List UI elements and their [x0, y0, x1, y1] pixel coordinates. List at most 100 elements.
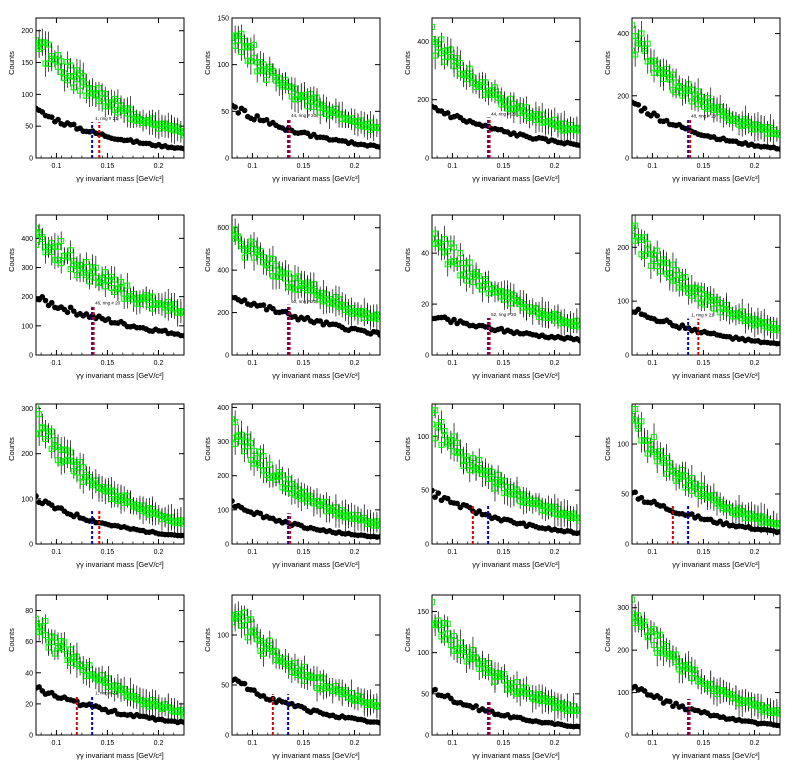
green-marker	[536, 501, 543, 508]
green-marker	[117, 285, 125, 292]
green-marker	[558, 126, 565, 133]
green-marker	[61, 458, 68, 465]
green-marker	[654, 263, 661, 270]
green-marker	[635, 422, 642, 429]
green-marker	[466, 73, 473, 80]
green-marker	[266, 474, 273, 481]
green-marker	[758, 319, 765, 326]
green-marker	[638, 251, 645, 258]
black-marker	[635, 306, 642, 313]
green-marker	[776, 709, 780, 716]
green-marker	[232, 232, 239, 239]
green-marker	[444, 53, 451, 60]
green-marker	[133, 117, 140, 124]
green-marker	[450, 433, 458, 440]
green-marker	[295, 273, 302, 280]
y-axis-label: Counts	[203, 628, 212, 652]
green-marker	[441, 48, 448, 55]
green-marker	[669, 468, 676, 475]
green-marker	[707, 103, 714, 110]
green-marker	[336, 512, 343, 519]
green-marker	[288, 284, 295, 291]
green-marker	[298, 495, 305, 502]
y-axis-label: Counts	[7, 248, 16, 272]
green-marker	[523, 690, 530, 697]
green-marker	[432, 240, 439, 247]
green-marker	[491, 485, 499, 492]
green-marker	[36, 623, 43, 630]
green-marker	[114, 285, 121, 292]
green-marker	[717, 309, 724, 316]
green-marker	[92, 274, 99, 281]
black-marker	[454, 500, 460, 507]
x-axis-label: γγ invariant mass [GeV/c²]	[76, 751, 164, 760]
green-marker	[102, 269, 109, 276]
black-marker	[448, 695, 454, 702]
black-marker	[476, 508, 483, 514]
green-marker	[320, 298, 327, 305]
black-marker	[689, 511, 695, 517]
x-axis-label: γγ invariant mass [GeV/c²]	[472, 560, 560, 569]
green-marker	[488, 475, 495, 482]
plot-frame	[231, 17, 381, 159]
green-marker	[351, 515, 358, 522]
x-tick-label: 0.1	[248, 740, 258, 747]
green-marker	[232, 419, 239, 426]
y-tick-label: 300	[21, 265, 33, 272]
black-marker	[42, 297, 49, 304]
subplot-12: 0.1 0.15 0.2 0 50 100 γγ invariant mass [GeV/c…	[603, 403, 781, 569]
green-marker	[168, 126, 175, 133]
green-marker	[732, 694, 739, 701]
data-layer	[36, 221, 184, 355]
green-marker	[567, 706, 574, 713]
green-marker	[548, 698, 555, 705]
green-marker	[644, 58, 651, 65]
green-marker	[707, 297, 714, 304]
green-marker	[713, 300, 721, 307]
green-marker	[673, 659, 680, 666]
green-marker	[83, 673, 90, 680]
green-marker	[495, 94, 502, 101]
green-marker	[348, 696, 355, 703]
green-marker	[632, 417, 639, 424]
green-marker	[336, 303, 343, 310]
green-marker	[345, 116, 352, 123]
green-marker	[171, 127, 178, 134]
green-marker	[691, 484, 699, 491]
green-marker	[454, 260, 461, 267]
green-marker	[466, 653, 473, 660]
green-marker	[295, 671, 302, 679]
green-marker	[263, 261, 270, 268]
black-marker	[241, 680, 248, 687]
black-marker	[251, 116, 257, 123]
annotation-label: 44, ring # 20	[291, 113, 317, 118]
green-marker	[454, 449, 461, 456]
green-marker	[770, 519, 777, 527]
green-marker	[266, 264, 273, 272]
green-marker	[751, 701, 758, 709]
green-marker	[89, 268, 96, 275]
green-marker	[685, 481, 692, 488]
y-axis-label: Counts	[7, 51, 16, 75]
y-tick-label: 100	[617, 690, 629, 697]
green-marker	[567, 125, 574, 133]
green-marker	[663, 470, 670, 477]
y-tick-label: 200	[21, 28, 33, 35]
y-tick-label: 50	[621, 492, 629, 499]
black-marker	[241, 297, 248, 303]
green-marker	[247, 246, 254, 253]
y-axis-label: Counts	[603, 437, 612, 461]
y-tick-label: 80	[25, 608, 33, 615]
x-tick-label: 0.2	[550, 163, 560, 170]
green-marker	[447, 54, 454, 61]
green-marker	[238, 49, 245, 56]
green-marker	[80, 464, 87, 471]
green-marker	[235, 37, 242, 44]
annotation-label: 1, ring # 21	[95, 116, 118, 121]
green-marker	[67, 457, 74, 464]
green-marker	[247, 456, 254, 463]
plot-frame	[631, 17, 781, 159]
green-marker	[291, 96, 299, 103]
x-tick-label: 0.15	[697, 360, 711, 367]
green-marker	[39, 236, 46, 243]
